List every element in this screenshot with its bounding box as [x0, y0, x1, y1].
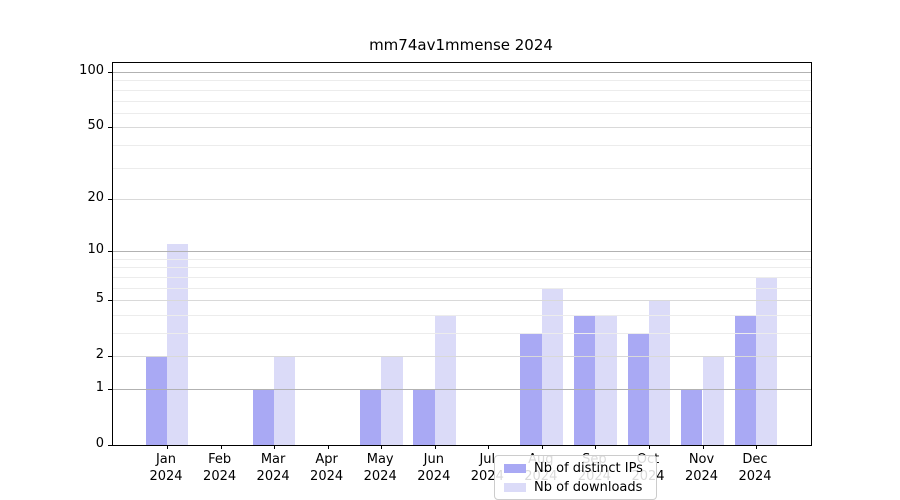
- minor-gridline: [113, 167, 811, 169]
- y-tick-label-20: 20: [87, 189, 104, 205]
- minor-gridline: [113, 267, 811, 269]
- bar-nb-of-downloads-mar: [274, 356, 296, 445]
- major-gridline: [113, 389, 811, 390]
- mid-gridline: [113, 300, 811, 302]
- bar-nb-of-downloads-may: [381, 356, 403, 445]
- x-axis-tick: [220, 445, 222, 449]
- y-tick-label-5: 5: [95, 291, 104, 307]
- legend-swatch-distinct-ips: [504, 463, 526, 473]
- y-axis-tick: [108, 389, 112, 390]
- y-tick-label-100: 100: [79, 63, 104, 78]
- y-axis-tick: [108, 72, 112, 73]
- bar-nb-of-downloads-sep: [595, 314, 617, 445]
- minor-gridline: [113, 80, 811, 82]
- legend-item-distinct-ips: Nb of distinct IPs: [504, 461, 647, 476]
- x-tick-label-jun: Jun 2024: [417, 452, 451, 484]
- mid-gridline: [113, 127, 811, 129]
- y-tick-label-1: 1: [95, 380, 104, 395]
- x-axis-tick: [167, 445, 168, 449]
- x-axis-tick: [274, 445, 276, 449]
- bar-nb-of-downloads-oct: [649, 300, 671, 445]
- minor-gridline: [113, 144, 811, 146]
- x-tick-label-nov: Nov 2024: [684, 452, 719, 484]
- legend-swatch-downloads: [504, 482, 526, 492]
- x-tick-label-dec: Dec 2024: [738, 452, 772, 484]
- bar-nb-of-distinct-ips-dec: [734, 314, 756, 445]
- x-axis-tick: [434, 445, 436, 449]
- x-axis-tick: [649, 445, 650, 449]
- minor-gridline: [113, 314, 811, 316]
- x-axis-tick: [327, 445, 329, 449]
- x-tick-label-may: May 2024: [363, 452, 397, 484]
- y-axis-tick: [108, 251, 112, 253]
- minor-gridline: [113, 112, 811, 114]
- legend-item-downloads: Nb of downloads: [504, 480, 647, 495]
- bar-nb-of-distinct-ips-jun: [413, 389, 435, 445]
- x-axis-tick: [595, 445, 597, 449]
- minor-gridline: [113, 287, 811, 289]
- y-tick-label-50: 50: [87, 118, 104, 134]
- major-gridline: [113, 72, 811, 73]
- x-axis-tick: [702, 445, 704, 449]
- bar-nb-of-distinct-ips-jan: [145, 356, 167, 445]
- bar-nb-of-distinct-ips-mar: [252, 389, 275, 445]
- y-axis-tick: [108, 356, 112, 358]
- y-axis-tick: [108, 127, 112, 129]
- bar-nb-of-distinct-ips-may: [359, 389, 382, 445]
- legend: Nb of distinct IPs Nb of downloads: [494, 455, 657, 500]
- y-tick-label-0: 0: [95, 436, 104, 451]
- x-axis-tick: [488, 445, 490, 449]
- x-tick-label-jan: Jan 2024: [149, 452, 183, 484]
- bar-nb-of-downloads-dec: [756, 276, 778, 445]
- bar-nb-of-downloads-aug: [541, 287, 564, 445]
- bar-nb-of-downloads-nov: [702, 356, 724, 445]
- y-tick-label-2: 2: [95, 347, 104, 363]
- legend-label-downloads: Nb of downloads: [534, 479, 643, 495]
- x-axis-tick: [541, 445, 543, 449]
- x-axis-tick: [756, 445, 757, 449]
- bar-nb-of-distinct-ips-sep: [574, 314, 596, 445]
- chart-title: mm74av1mmense 2024: [369, 36, 553, 54]
- minor-gridline: [113, 276, 811, 278]
- y-axis-tick: [108, 300, 112, 302]
- bar-nb-of-downloads-jun: [434, 314, 457, 445]
- x-tick-label-feb: Feb 2024: [203, 452, 237, 484]
- y-axis-tick: [108, 445, 112, 446]
- minor-gridline: [113, 100, 811, 102]
- y-axis-tick: [108, 198, 112, 200]
- legend-label-distinct-ips: Nb of distinct IPs: [534, 460, 643, 476]
- x-axis-tick: [381, 445, 383, 449]
- x-tick-label-apr: Apr 2024: [310, 452, 344, 484]
- major-gridline: [113, 251, 811, 253]
- minor-gridline: [113, 89, 811, 91]
- bar-nb-of-downloads-jan: [167, 244, 189, 445]
- y-tick-label-10: 10: [87, 242, 104, 258]
- minor-gridline: [113, 258, 811, 260]
- mid-gridline: [113, 356, 811, 358]
- plot-area: Nb of distinct IPs Nb of downloads: [108, 62, 812, 500]
- minor-gridline: [113, 333, 811, 334]
- bar-nb-of-distinct-ips-nov: [681, 389, 703, 445]
- x-tick-label-mar: Mar 2024: [256, 452, 290, 484]
- mid-gridline: [113, 198, 811, 200]
